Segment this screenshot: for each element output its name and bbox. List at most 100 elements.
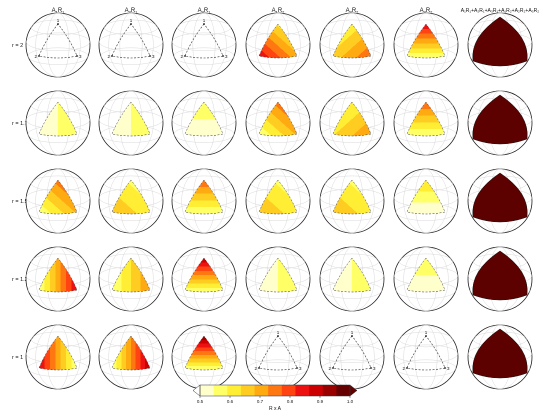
column-headers: A1R1 A2R1 A3R1 A1R2 A2R2 A3R2 A₁R₁+A₂R₁+A₃R₁+A… xyxy=(52,8,540,15)
latitude-line xyxy=(100,47,162,65)
vertex-label-right: 3 xyxy=(447,366,450,371)
row-label-4: r = 1.25 xyxy=(12,277,31,283)
panel-r4-c1 xyxy=(25,246,91,312)
longitude-line xyxy=(181,246,227,312)
vertex-dot xyxy=(425,335,427,337)
triangle-region xyxy=(332,23,372,59)
colorbar-segment xyxy=(268,385,283,396)
colorbar-segment xyxy=(227,385,242,396)
latitude-line xyxy=(177,19,231,36)
triangle-region xyxy=(406,257,446,293)
colorbar-segment xyxy=(254,385,269,396)
sum-region xyxy=(472,250,528,301)
latitude-line xyxy=(321,359,383,377)
triangle-region xyxy=(258,23,298,59)
vertex-label-right: 3 xyxy=(299,366,302,371)
panel-r5-c5: 1 2 3 xyxy=(319,324,385,390)
latitude-line xyxy=(27,47,89,65)
triangle-region xyxy=(258,179,298,215)
panel-r2-c2 xyxy=(98,90,164,156)
sum-region xyxy=(472,328,528,379)
panel-r1-c3: 1 2 3 xyxy=(171,12,237,78)
panel-r3-c1 xyxy=(25,168,91,234)
longitude-line xyxy=(108,90,154,156)
triangle-region xyxy=(406,179,446,215)
panel-r4-c2 xyxy=(98,246,164,312)
colorbar-segment xyxy=(295,385,310,396)
column-header-sum: A₁R₁+A₂R₁+A₃R₁+A₁R₂+A₂R₂+A₃R₂ xyxy=(461,8,540,14)
latitude-line xyxy=(399,331,453,348)
panel-r2-c4 xyxy=(245,90,311,156)
panel-r1-c7 xyxy=(467,12,533,78)
colorbar-tick-label: 0.8 xyxy=(287,399,294,404)
vertex-label-right: 3 xyxy=(79,54,82,59)
triangle-outline xyxy=(258,335,298,371)
longitude-line xyxy=(108,246,154,312)
vertex-dot xyxy=(370,367,372,369)
latitude-line xyxy=(31,19,85,36)
triangle-region xyxy=(332,101,372,137)
latitude-line xyxy=(325,331,379,348)
vertex-dot xyxy=(57,23,59,25)
column-header-6: A3R2 xyxy=(420,8,434,15)
panel-r2-c1 xyxy=(25,90,91,156)
vertex-label-left: 2 xyxy=(402,366,405,371)
longitude-line xyxy=(108,324,154,390)
vertex-dot xyxy=(406,367,408,369)
colorbar-tick-label: 0.5 xyxy=(197,399,204,404)
column-header-1: A1R1 xyxy=(52,8,66,15)
sum-region xyxy=(472,172,528,223)
longitude-line xyxy=(181,90,227,156)
panel-r4-c3 xyxy=(171,246,237,312)
vertex-label-top: 1 xyxy=(351,330,354,335)
longitude-line xyxy=(255,168,301,234)
vertex-dot xyxy=(184,55,186,57)
panel-r3-c5 xyxy=(319,168,385,234)
column-header-4: A1R2 xyxy=(272,8,286,15)
triangle-outline xyxy=(406,335,446,371)
triangle-region xyxy=(38,257,78,293)
vertex-label-left: 2 xyxy=(180,54,183,59)
longitude-line xyxy=(255,90,301,156)
vertex-label-left: 2 xyxy=(34,54,37,59)
panel-r3-c4 xyxy=(245,168,311,234)
row-label-5: r = 1 xyxy=(12,355,23,361)
longitude-line xyxy=(329,90,375,156)
colorbar-segment xyxy=(309,385,324,396)
latitude-line xyxy=(171,32,237,51)
colorbar-frame xyxy=(199,384,351,397)
vertex-dot xyxy=(76,55,78,57)
panel-r5-c4: 1 2 3 xyxy=(245,324,311,390)
longitude-line xyxy=(255,246,301,312)
latitude-line xyxy=(393,344,459,363)
triangle-region xyxy=(406,101,446,137)
panel-r4-c7 xyxy=(467,246,533,312)
vertex-dot xyxy=(277,335,279,337)
longitude-line xyxy=(403,246,449,312)
row-label-2: r = 1.75 xyxy=(12,121,31,127)
triangle-region xyxy=(184,335,224,371)
colorbar-segment xyxy=(281,385,296,396)
triangle-outline xyxy=(38,23,78,59)
longitude-line xyxy=(181,168,227,234)
longitude-line xyxy=(329,246,375,312)
row-label-3: r = 1.5 xyxy=(12,199,28,205)
latitude-line xyxy=(395,359,457,377)
panel-r2-c3 xyxy=(171,90,237,156)
colorbar-tick-label: 1.0 xyxy=(347,399,354,404)
column-header-2: A2R1 xyxy=(125,8,139,15)
colorbar-label: R x A xyxy=(269,406,282,412)
panel-r1-c6 xyxy=(393,12,459,78)
latitude-line xyxy=(245,344,311,363)
triangle-region xyxy=(38,101,78,137)
vertex-label-right: 3 xyxy=(373,366,376,371)
vertex-label-top: 1 xyxy=(425,330,428,335)
vertex-label-left: 2 xyxy=(328,366,331,371)
longitude-line xyxy=(329,168,375,234)
longitude-line xyxy=(35,168,81,234)
triangle-region xyxy=(111,335,151,371)
vertex-label-right: 3 xyxy=(225,54,228,59)
triangle-region xyxy=(184,179,224,215)
longitude-line xyxy=(329,12,375,78)
vertex-dot xyxy=(149,55,151,57)
